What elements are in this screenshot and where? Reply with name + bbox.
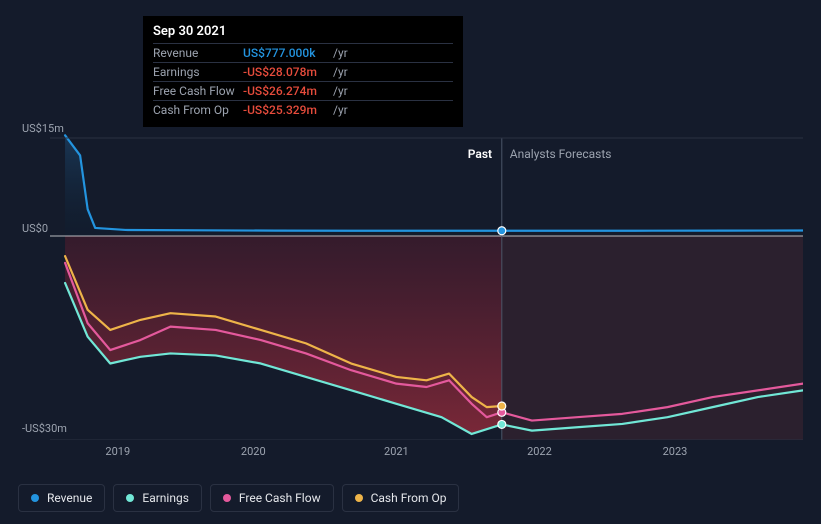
tooltip-row: Free Cash Flow-US$26.274m /yr: [153, 81, 453, 100]
legend-dot: [126, 494, 134, 502]
earnings-chart[interactable]: [18, 120, 803, 440]
x-axis-label: 2020: [241, 445, 266, 458]
tooltip-row-unit: /yr: [333, 103, 348, 117]
tooltip-row: Earnings-US$28.078m /yr: [153, 62, 453, 81]
x-axis-label: 2023: [663, 445, 688, 458]
legend-dot: [31, 494, 39, 502]
x-axis-label: 2021: [384, 445, 409, 458]
area-below-zero-past: [65, 236, 502, 434]
chart-legend: Revenue Earnings Free Cash Flow Cash From O…: [18, 484, 459, 512]
legend-item[interactable]: Earnings: [113, 484, 202, 512]
marker-earnings: [498, 420, 506, 428]
tooltip-row-label: Revenue: [153, 46, 243, 60]
legend-item[interactable]: Cash From Op: [342, 484, 460, 512]
tooltip-row-value: -US$25.329m: [243, 103, 333, 117]
marker-cfo: [498, 402, 506, 410]
tooltip-row-value: -US$28.078m: [243, 65, 333, 79]
legend-item[interactable]: Revenue: [18, 484, 105, 512]
x-axis-label: 2019: [105, 445, 130, 458]
legend-label: Revenue: [47, 491, 92, 505]
tooltip-row-unit: /yr: [333, 65, 348, 79]
tooltip-row-label: Free Cash Flow: [153, 84, 243, 98]
series-line: [65, 135, 803, 230]
legend-label: Earnings: [142, 491, 189, 505]
tooltip-row-unit: /yr: [333, 84, 348, 98]
legend-item[interactable]: Free Cash Flow: [210, 484, 334, 512]
legend-dot: [223, 494, 231, 502]
tooltip-date: Sep 30 2021: [153, 22, 453, 43]
tooltip-row-unit: /yr: [333, 46, 348, 60]
legend-dot: [355, 494, 363, 502]
legend-label: Free Cash Flow: [239, 491, 321, 505]
area-above-zero: [65, 135, 502, 236]
marker-revenue: [498, 227, 506, 235]
tooltip-row-label: Earnings: [153, 65, 243, 79]
x-axis-label: 2022: [527, 445, 552, 458]
tooltip-row: RevenueUS$777.000k /yr: [153, 43, 453, 62]
tooltip-row-label: Cash From Op: [153, 103, 243, 117]
legend-label: Cash From Op: [371, 491, 447, 505]
tooltip-row: Cash From Op-US$25.329m /yr: [153, 100, 453, 119]
chart-svg: [18, 120, 803, 440]
tooltip-row-value: -US$26.274m: [243, 84, 333, 98]
tooltip-row-value: US$777.000k: [243, 46, 333, 60]
chart-tooltip: Sep 30 2021 RevenueUS$777.000k /yrEarnin…: [143, 16, 463, 127]
